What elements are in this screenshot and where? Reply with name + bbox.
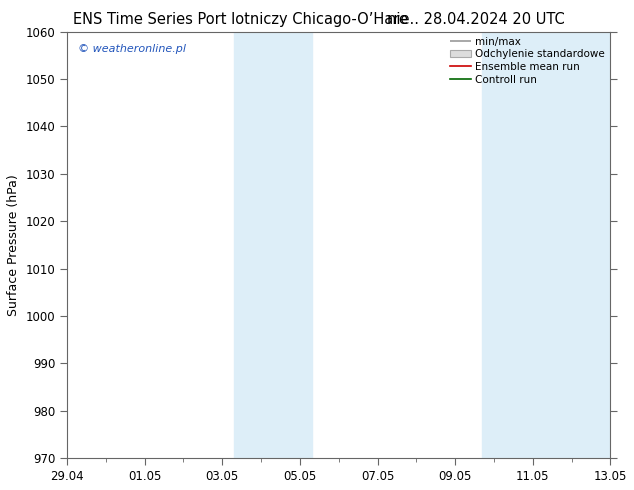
Bar xyxy=(234,31,311,458)
Y-axis label: Surface Pressure (hPa): Surface Pressure (hPa) xyxy=(7,174,20,316)
Text: nie.. 28.04.2024 20 UTC: nie.. 28.04.2024 20 UTC xyxy=(387,12,564,27)
Text: © weatheronline.pl: © weatheronline.pl xyxy=(78,45,186,54)
Bar xyxy=(482,31,611,458)
Legend: min/max, Odchylenie standardowe, Ensemble mean run, Controll run: min/max, Odchylenie standardowe, Ensembl… xyxy=(448,35,607,87)
Text: ENS Time Series Port lotniczy Chicago-O’Hare: ENS Time Series Port lotniczy Chicago-O’… xyxy=(74,12,408,27)
